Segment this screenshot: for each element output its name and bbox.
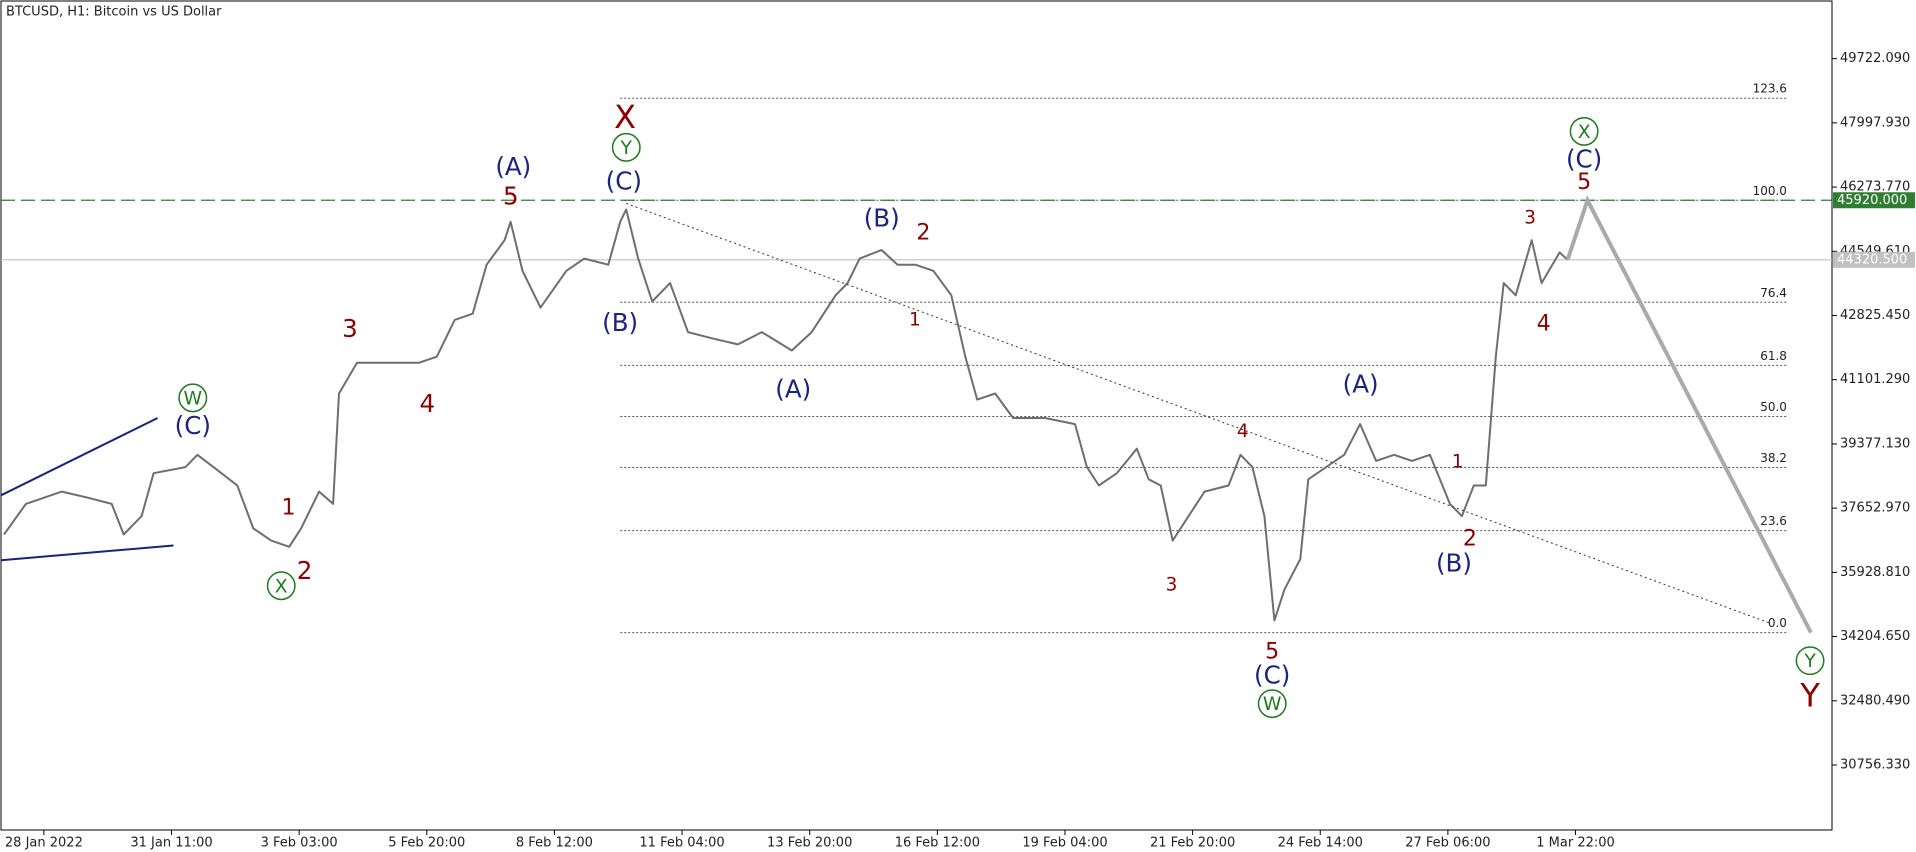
price-tag-label: 45920.000 [1837,193,1907,208]
wave-circle [266,571,296,601]
x-tick-label: 5 Feb 20:00 [388,836,465,851]
wave-circle [611,132,641,162]
fib-label: 123.6 [1753,82,1787,96]
wave-label: (B) [602,308,638,337]
wave-label: 3 [342,314,358,343]
fib-label: 76.4 [1760,286,1787,300]
trendline [0,417,159,497]
wave-circle [1257,689,1287,719]
wave-circle [1795,646,1825,676]
wave-label: 5 [1577,169,1591,195]
x-tick-label: 28 Jan 2022 [5,836,83,851]
wave-label: 2 [297,556,313,585]
wave-label: 3 [1166,575,1178,596]
wave-label: (C) [606,167,642,196]
wave-label: 5 [503,181,519,210]
wave-label: (B) [1436,549,1472,578]
fib-label: 23.6 [1760,514,1787,528]
x-tick-label: 16 Feb 12:00 [895,836,980,851]
trendline [1565,195,1813,634]
fib-label: 50.0 [1760,400,1787,414]
x-tick-label: 27 Feb 06:00 [1405,836,1490,851]
wave-label: W [184,388,203,409]
y-tick-label: 30756.330 [1840,757,1910,772]
x-tick-label: 1 Mar 22:00 [1536,836,1615,851]
fib-label: 100.0 [1753,184,1787,198]
wave-label: (C) [1566,145,1602,174]
x-tick-label: 3 Feb 03:00 [261,836,338,851]
wave-label: (A) [1343,369,1379,398]
wave-label: 1 [282,495,296,521]
x-tick-label: 13 Feb 20:00 [767,836,852,851]
chart-title: BTCUSD, H1: Bitcoin vs US Dollar [6,5,222,20]
fib-label: 61.8 [1760,349,1787,363]
wave-label: (B) [864,204,900,233]
wave-label: 4 [1537,310,1551,336]
wave-label: W [1263,694,1282,715]
trendline [0,544,174,562]
price-tag-label: 44320.500 [1837,252,1907,267]
wave-label: 3 [1524,207,1536,228]
wave-label: Y [620,138,633,159]
y-tick-label: 35928.810 [1840,565,1910,580]
x-tick-label: 8 Feb 12:00 [516,836,593,851]
wave-label: 5 [1265,638,1279,664]
wave-label: (C) [1254,660,1290,689]
wave-label: X [275,576,288,597]
wave-label: 2 [916,220,930,246]
y-tick-label: 42825.450 [1840,308,1910,323]
y-tick-label: 46273.770 [1840,180,1910,195]
wave-label: 2 [1463,525,1477,551]
x-tick-label: 24 Feb 14:00 [1278,836,1363,851]
y-tick-label: 47997.930 [1840,115,1910,130]
price-line [3,208,1569,622]
wave-label: 1 [1452,452,1464,473]
y-tick-label: 49722.090 [1840,51,1910,66]
wave-label: X [1578,122,1591,143]
wave-label: (A) [495,152,531,181]
fib-label: 0.0 [1768,616,1787,630]
wave-label: Y [1803,651,1816,672]
y-tick-label: 39377.130 [1840,436,1910,451]
y-tick-label: 37652.970 [1840,501,1910,516]
x-tick-label: 21 Feb 20:00 [1150,836,1235,851]
y-tick-label: 32480.490 [1840,693,1910,708]
wave-circle [1569,116,1599,146]
wave-label: 4 [1237,421,1249,442]
x-tick-label: 19 Feb 04:00 [1022,836,1107,851]
x-tick-label: 31 Jan 11:00 [130,836,212,851]
price-tag [1833,251,1915,268]
x-tick-label: 11 Feb 04:00 [639,836,724,851]
wave-label: X [614,98,636,136]
y-tick-label: 41101.290 [1840,372,1910,387]
wave-label: Y [1799,676,1820,714]
price-tag [1833,192,1915,209]
fib-label: 38.2 [1760,451,1787,465]
wave-label: (C) [175,411,211,440]
y-tick-label: 34204.650 [1840,629,1910,644]
plot-frame [0,0,1833,831]
wave-circle [178,383,208,413]
wave-label: (A) [775,374,811,403]
wave-label: 4 [420,389,436,418]
wave-label: 1 [909,309,921,330]
